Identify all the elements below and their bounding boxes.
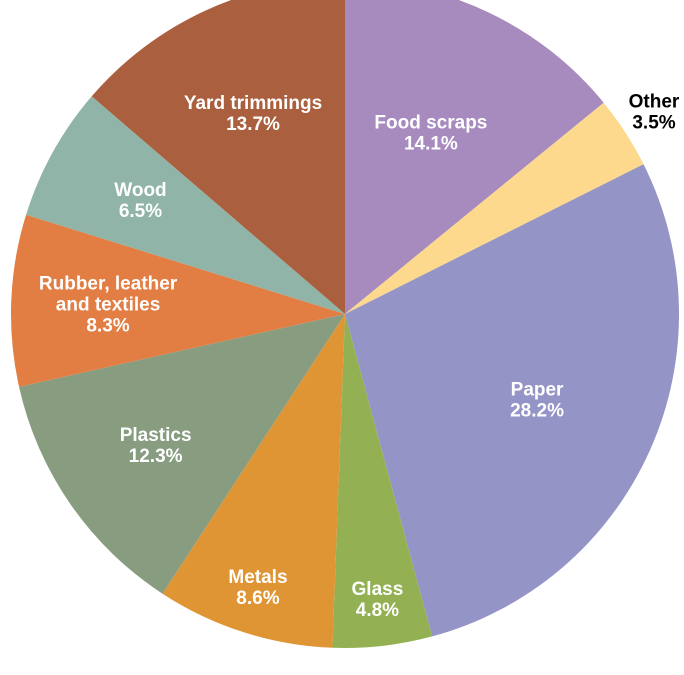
label-food-scraps: Food scraps 14.1% bbox=[374, 112, 487, 154]
slice-food-scraps bbox=[345, 0, 604, 314]
label-value: 3.5% bbox=[632, 113, 675, 134]
label-name: Glass bbox=[352, 579, 404, 600]
label-value: 8.3% bbox=[86, 315, 129, 336]
label-name: Food scraps bbox=[374, 112, 487, 133]
label-name: Rubber, leather bbox=[39, 273, 178, 294]
label-other: Other 3.5% bbox=[629, 92, 680, 134]
label-name: Metals bbox=[228, 567, 287, 588]
slice-glass bbox=[332, 314, 433, 648]
label-name: Yard trimmings bbox=[184, 93, 322, 114]
label-name: and textiles bbox=[56, 294, 161, 315]
label-rubber-leather-and-textiles: Rubber, leather and textiles 8.3% bbox=[39, 273, 178, 336]
slice-yard-trimmings bbox=[91, 0, 345, 314]
label-value: 4.8% bbox=[356, 600, 399, 621]
label-value: 8.6% bbox=[236, 588, 279, 609]
label-value: 14.1% bbox=[404, 133, 458, 154]
label-value: 12.3% bbox=[129, 446, 183, 467]
label-value: 28.2% bbox=[510, 400, 564, 421]
label-name: Wood bbox=[114, 180, 166, 201]
pie-slices bbox=[11, 0, 679, 648]
label-wood: Wood 6.5% bbox=[114, 180, 166, 222]
slice-other bbox=[345, 102, 644, 315]
label-name: Other bbox=[629, 92, 680, 113]
label-plastics: Plastics 12.3% bbox=[120, 425, 192, 467]
label-value: 6.5% bbox=[119, 201, 162, 222]
label-value: 13.7% bbox=[226, 114, 280, 135]
label-name: Paper bbox=[511, 379, 564, 400]
label-metals: Metals 8.6% bbox=[228, 567, 287, 609]
slice-paper bbox=[345, 164, 679, 637]
slice-plastics bbox=[19, 314, 346, 594]
pie-labels: Food scraps 14.1% Other 3.5% Paper 28.2% Glass… bbox=[39, 92, 680, 621]
label-yard-trimmings: Yard trimmings 13.7% bbox=[184, 93, 322, 135]
slice-metals bbox=[162, 314, 345, 648]
label-glass: Glass 4.8% bbox=[352, 579, 404, 621]
label-name: Plastics bbox=[120, 425, 192, 446]
label-paper: Paper 28.2% bbox=[510, 379, 564, 421]
slice-wood bbox=[26, 96, 345, 314]
slice-rubber-leather-and-textiles bbox=[11, 214, 346, 387]
